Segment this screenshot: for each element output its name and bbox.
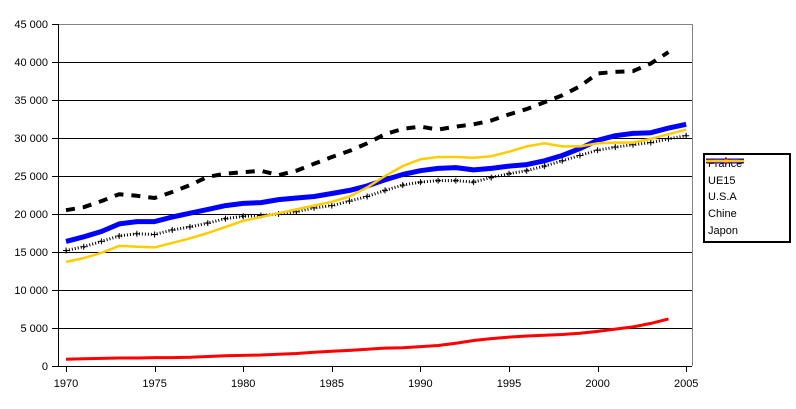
y-axis-tick-label: 25 000 xyxy=(14,171,48,183)
legend-item-ue15: UE15 xyxy=(706,157,789,189)
legend-label: Japon xyxy=(708,225,738,238)
x-axis-tick-label: 2000 xyxy=(585,378,609,390)
y-axis-tick-label: 15 000 xyxy=(14,247,48,259)
series-chine xyxy=(65,317,669,361)
legend-item-chine: Chine xyxy=(706,159,789,223)
y-axis-tick-label: 10 000 xyxy=(14,285,48,297)
legend-label: U.S.A xyxy=(708,191,737,204)
x-axis-tick-label: 1975 xyxy=(142,378,166,390)
x-axis-tick-label: 1985 xyxy=(320,378,344,390)
legend-label: Chine xyxy=(708,208,737,221)
y-axis-tick-label: 40 000 xyxy=(14,57,48,69)
y-axis-tick-label: 45 000 xyxy=(14,19,48,31)
series-ue15 xyxy=(63,132,690,254)
x-axis-tick-label: 1995 xyxy=(497,378,521,390)
legend-item-japon: Japon xyxy=(706,159,789,240)
plus-markers-ue15 xyxy=(63,132,690,254)
series-japon xyxy=(65,128,687,264)
legend: France UE15 U.S.A Chine Japon xyxy=(703,153,791,243)
legend-label: France xyxy=(708,157,743,170)
y-axis-tick-label: 35 000 xyxy=(14,95,48,107)
x-axis: 1970 1975 1980 1985 1990 1995 2000 2005 xyxy=(54,366,698,390)
gridlines xyxy=(58,62,692,329)
legend-item-usa: U.S.A xyxy=(706,159,789,206)
x-axis-tick-label: 1980 xyxy=(231,378,255,390)
x-axis-tick-label: 1990 xyxy=(408,378,432,390)
x-axis-tick-label: 1970 xyxy=(54,378,78,390)
japon-line-icon xyxy=(706,159,744,163)
series-usa xyxy=(65,50,670,213)
plot-border xyxy=(58,24,693,366)
y-axis-tick-label: 5 000 xyxy=(20,323,48,335)
y-axis-tick-label: 20 000 xyxy=(14,209,48,221)
y-axis-tick-label: 30 000 xyxy=(14,133,48,145)
series-line-chine xyxy=(65,317,669,361)
series-line-japon xyxy=(65,128,687,264)
y-axis-tick-label: 0 xyxy=(42,361,48,373)
x-axis-tick-label: 2005 xyxy=(674,378,698,390)
legend-label: UE15 xyxy=(708,174,736,187)
series-line-ue15 xyxy=(65,134,687,252)
y-axis: 0 5 000 10 000 15 000 20 000 25 000 30 000 35 0… xyxy=(14,19,59,373)
series-line-usa xyxy=(65,50,670,213)
